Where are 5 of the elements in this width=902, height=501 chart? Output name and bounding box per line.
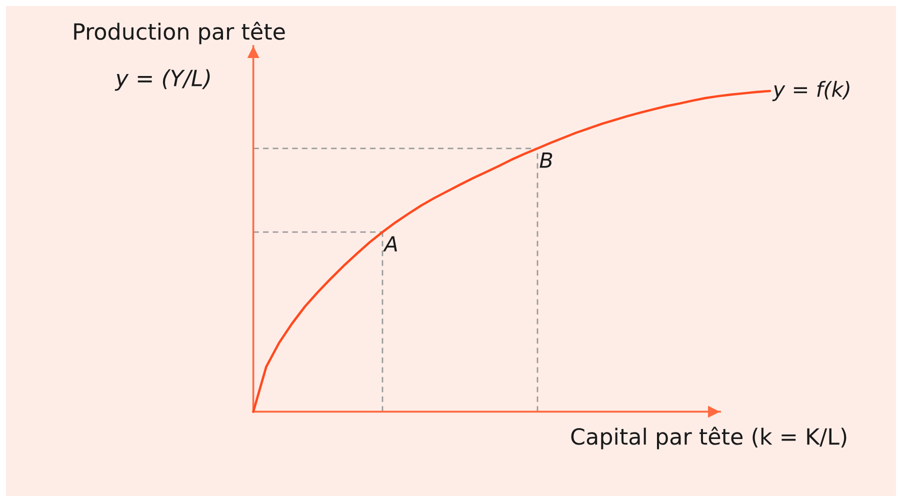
annotation: A bbox=[383, 236, 397, 252]
annotation: B bbox=[540, 152, 552, 168]
y-axis-title: Production par tête y = (Y/L) bbox=[74, 22, 285, 91]
series-label: y = f(k) bbox=[772, 80, 850, 102]
x-axis-title: Capital par tête (k = K/L) bbox=[571, 426, 846, 450]
